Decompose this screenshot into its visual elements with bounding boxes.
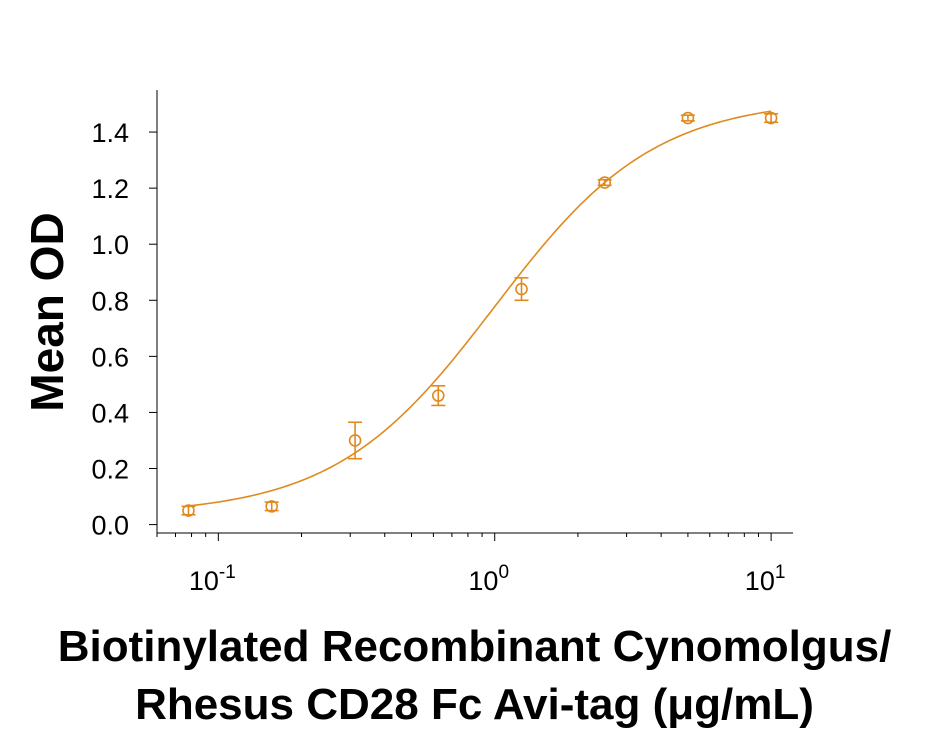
fit-curve-0: [188, 110, 772, 507]
x-tick-label-0: 10-1: [189, 562, 236, 596]
marker-5: [598, 176, 612, 189]
marker-0: [182, 504, 195, 517]
data-point-6: [680, 111, 695, 125]
marker-1: [265, 500, 278, 513]
ticks: 0.0 0.2 0.4 0.6 0.8 1.0 1.2 1.4 10-1 100 101: [91, 118, 785, 596]
y-tick-label-2: 0.4: [91, 398, 129, 428]
data-point-4: [514, 277, 529, 302]
y-tick-label-3: 0.6: [91, 342, 129, 372]
y-tick-label-5: 1.0: [91, 230, 129, 260]
data-point-1: [264, 500, 279, 513]
data-point-7: [764, 111, 779, 125]
marker-4: [515, 282, 528, 296]
data-point-2: [348, 421, 363, 460]
x-axis-label-line1: Biotinylated Recombinant Cynomolgus/: [57, 622, 892, 671]
marker-6: [681, 111, 695, 125]
chart: 0.0 0.2 0.4 0.6 0.8 1.0 1.2 1.4 10-1 100 101: [91, 90, 793, 596]
x-tick-label-1: 100: [468, 562, 509, 596]
data-point-3: [431, 385, 446, 407]
y-tick-label-6: 1.2: [91, 174, 129, 204]
y-tick-label-1: 0.2: [91, 455, 129, 485]
x-tick-label-2: 101: [745, 562, 786, 596]
axes: [156, 90, 793, 534]
data-points: [181, 111, 779, 517]
marker-2: [348, 434, 362, 447]
y-tick-label-0: 0.0: [91, 511, 129, 541]
y-tick-label-4: 0.8: [91, 286, 129, 316]
data-point-0: [181, 504, 196, 517]
y-axis-label: Mean OD: [21, 212, 73, 412]
x-axis-label-line2: Rhesus CD28 Fc Avi-tag (μg/mL): [135, 680, 814, 729]
y-tick-label-7: 1.4: [91, 118, 129, 148]
marker-3: [431, 389, 445, 402]
marker-7: [764, 111, 778, 125]
data-point-5: [597, 176, 612, 189]
fit-curve-group: [188, 110, 772, 507]
